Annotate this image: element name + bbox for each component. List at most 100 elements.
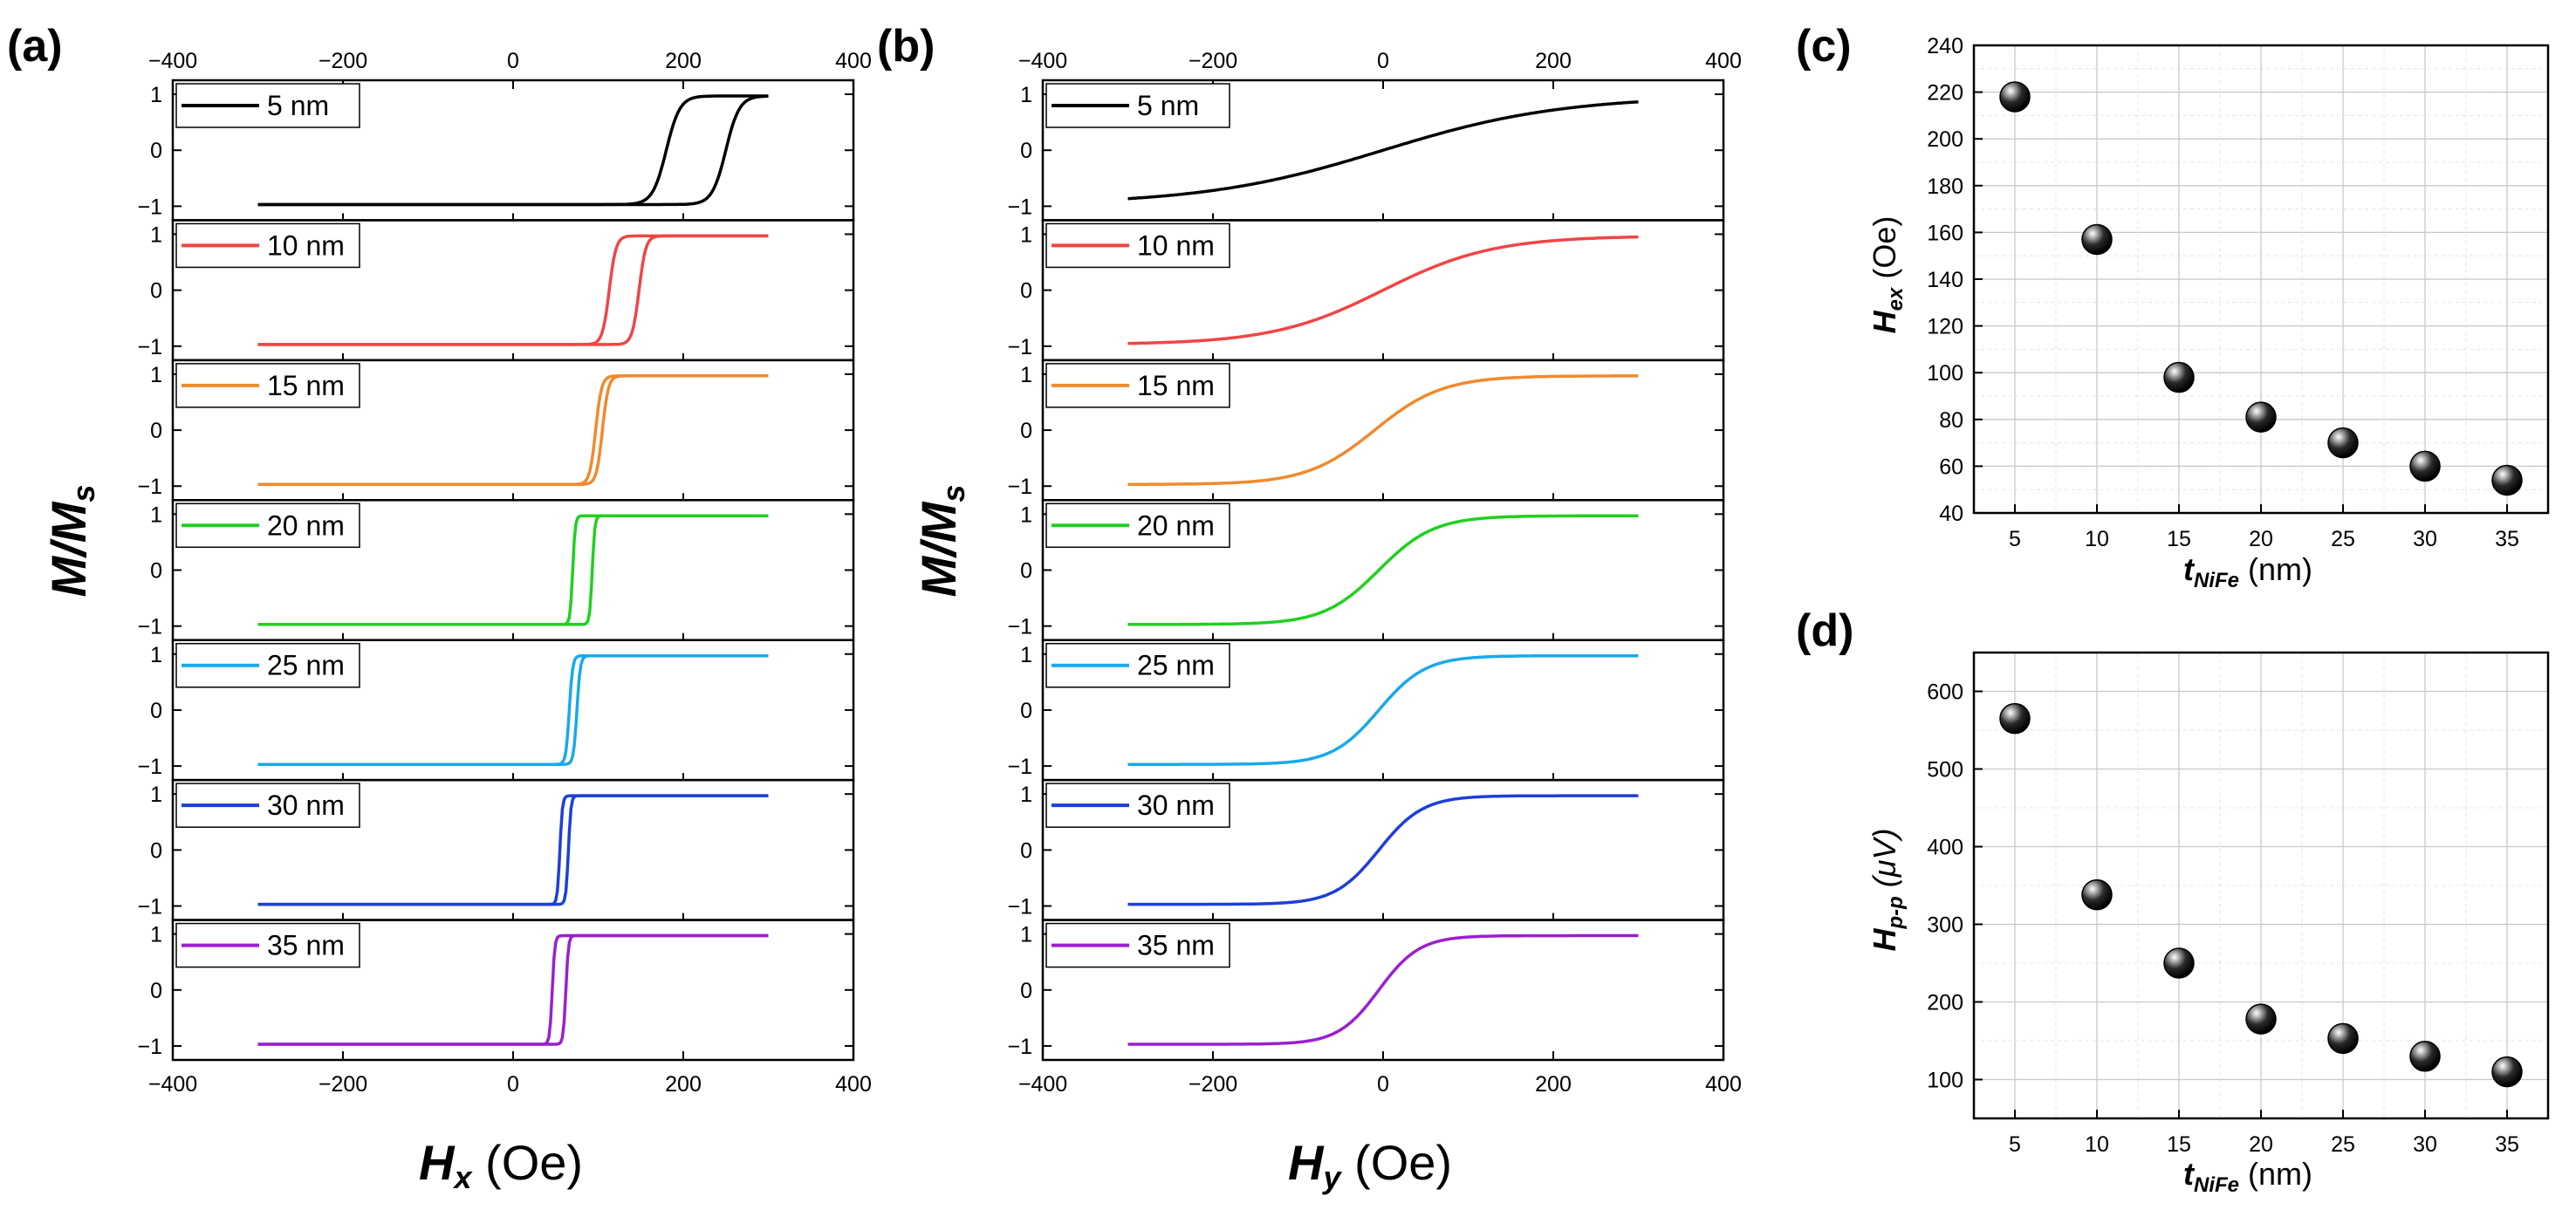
top-tick-label-a-2: 0 — [507, 49, 519, 73]
axis-title-d-y: Hp-p (μV) — [1867, 828, 1908, 951]
legend-label-20-nm: 20 nm — [267, 509, 345, 541]
chart-panel-a: −400 −200 0 200 400−400 −200 0 200 400−101 5 nm−1… — [137, 49, 871, 1097]
data-point-d-6 — [2491, 1056, 2523, 1088]
subplot-b-20-nm: −1 0 1 20 nm — [1007, 499, 1725, 641]
y-tick-label-d-5: 600 — [1927, 680, 1963, 705]
y-tick-label: −1 — [1007, 1035, 1032, 1059]
x-tick-label-d-4: 25 — [2331, 1132, 2355, 1157]
subplot-b-25-nm: −1 0 1 25 nm — [1007, 639, 1725, 782]
y-tick-label: 1 — [1020, 83, 1032, 107]
axis-title-c-x: tNiFe (nm) — [2183, 551, 2312, 592]
y-tick-label: −1 — [1007, 475, 1032, 499]
series-line-30-nm-descending — [257, 794, 769, 906]
axis-title-d-x: tNiFe (nm) — [2183, 1156, 2312, 1197]
y-tick-label: −1 — [137, 755, 162, 779]
bottom-tick-label-b-2: 0 — [1377, 1072, 1389, 1097]
y-tick-label-c-5: 140 — [1927, 268, 1963, 292]
y-tick-label-d-3: 400 — [1927, 836, 1963, 860]
y-tick-label: 0 — [150, 279, 162, 304]
legend-label-15-nm: 15 nm — [1137, 370, 1215, 401]
y-tick-label: 1 — [150, 783, 162, 807]
series-line-10-nm-descending — [257, 234, 769, 346]
y-tick-label: −1 — [1007, 755, 1032, 779]
legend-label-35-nm: 35 nm — [267, 930, 345, 961]
bottom-tick-label-a-3: 200 — [665, 1072, 702, 1097]
y-tick-label: −1 — [1007, 615, 1032, 639]
y-tick-label-d-1: 200 — [1927, 991, 1963, 1015]
subplot-b-15-nm: −1 0 1 15 nm — [1007, 359, 1725, 502]
bottom-tick-label-a-0: −400 — [148, 1072, 197, 1097]
y-tick-label: −1 — [137, 895, 162, 919]
top-tick-label-b-1: −200 — [1189, 49, 1237, 73]
y-tick-label: −1 — [137, 475, 162, 499]
x-tick-label-c-4: 25 — [2331, 527, 2355, 551]
y-tick-label: 0 — [1020, 279, 1032, 304]
y-tick-label: 1 — [1020, 923, 1032, 947]
y-tick-label: −1 — [137, 195, 162, 219]
legend-label-25-nm: 25 nm — [267, 650, 345, 681]
y-tick-label: 1 — [1020, 643, 1032, 667]
subplot-a-25-nm: −1 0 1 25 nm — [137, 639, 855, 782]
subplot-b-10-nm: −1 0 1 10 nm — [1007, 219, 1725, 362]
top-tick-label-a-1: −200 — [319, 49, 367, 73]
series-line-5-nm-ascending — [1127, 99, 1639, 201]
y-tick-label: 1 — [150, 363, 162, 387]
series-line-20-nm-ascending — [1127, 514, 1639, 626]
series-line-10-nm-ascending — [1127, 235, 1639, 345]
panel-label-b: (b) — [877, 21, 935, 72]
y-tick-label: 1 — [150, 923, 162, 947]
top-tick-label-b-4: 400 — [1705, 49, 1742, 73]
top-tick-label-b-0: −400 — [1018, 49, 1067, 73]
bottom-tick-label-a-1: −200 — [319, 1072, 367, 1097]
subplot-b-35-nm: −1 0 1 35 nm — [1007, 919, 1725, 1062]
x-tick-label-d-6: 35 — [2495, 1132, 2519, 1157]
y-tick-label-d-4: 500 — [1927, 758, 1963, 783]
y-tick-label: 0 — [1020, 559, 1032, 584]
y-tick-label: 1 — [1020, 783, 1032, 807]
data-point-d-3 — [2245, 1003, 2277, 1035]
top-tick-label-a-3: 200 — [665, 49, 702, 73]
y-tick-label: −1 — [137, 1035, 162, 1059]
chart-panel-d: 100 200 300 400 500 600 5 10 15 20 25 30 35 — [1927, 651, 2550, 1157]
y-tick-label: 0 — [1020, 838, 1032, 863]
y-tick-label: 0 — [1020, 139, 1032, 163]
legend-box — [175, 922, 360, 968]
axis-title-b-x: Hy (Oe) — [1288, 1135, 1452, 1195]
series-line-20-nm-descending — [257, 514, 769, 626]
subplot-a-5-nm: −1 0 1 5 nm — [137, 79, 855, 222]
subplot-b-30-nm: −1 0 1 30 nm — [1007, 778, 1725, 921]
top-tick-label-a-4: 400 — [835, 49, 872, 73]
y-tick-label: 0 — [150, 559, 162, 584]
axis-title-c-y: Hex (Oe) — [1867, 216, 1908, 334]
data-point-d-2 — [2163, 947, 2195, 979]
subplot-a-30-nm: −1 0 1 30 nm — [137, 778, 855, 921]
data-point-c-6 — [2491, 464, 2523, 496]
y-tick-label: 1 — [150, 502, 162, 527]
y-tick-label-c-1: 60 — [1939, 455, 1963, 479]
data-point-c-4 — [2327, 427, 2359, 459]
y-tick-label: −1 — [137, 335, 162, 359]
series-line-25-nm-ascending — [1127, 653, 1639, 766]
y-tick-label: −1 — [1007, 195, 1032, 219]
subplot-b-5-nm: −1 0 1 5 nm — [1007, 79, 1725, 222]
series-line-35-nm-descending — [257, 933, 769, 1046]
chart-panel-b: −400 −200 0 200 400−400 −200 0 200 400−101 5 nm−1… — [1007, 49, 1741, 1097]
legend-label-30-nm: 30 nm — [1137, 790, 1215, 821]
data-point-d-0 — [1999, 702, 2031, 735]
y-tick-label: 1 — [150, 643, 162, 667]
y-tick-label-c-4: 120 — [1927, 315, 1963, 339]
data-point-d-1 — [2081, 878, 2113, 911]
legend-label-10-nm: 10 nm — [1137, 229, 1215, 261]
y-tick-label-c-10: 240 — [1927, 34, 1963, 58]
subplot-a-10-nm: −1 0 1 10 nm — [137, 219, 855, 362]
y-tick-label: 0 — [150, 139, 162, 163]
y-tick-label-c-8: 200 — [1927, 127, 1963, 152]
x-tick-label-c-6: 35 — [2495, 527, 2519, 551]
legend-label-20-nm: 20 nm — [1137, 509, 1215, 541]
y-tick-label: 1 — [1020, 502, 1032, 527]
y-tick-label: 1 — [1020, 222, 1032, 247]
bottom-tick-label-b-0: −400 — [1018, 1072, 1067, 1097]
x-tick-label-c-1: 10 — [2085, 527, 2109, 551]
panel-label-c: (c) — [1796, 21, 1852, 72]
